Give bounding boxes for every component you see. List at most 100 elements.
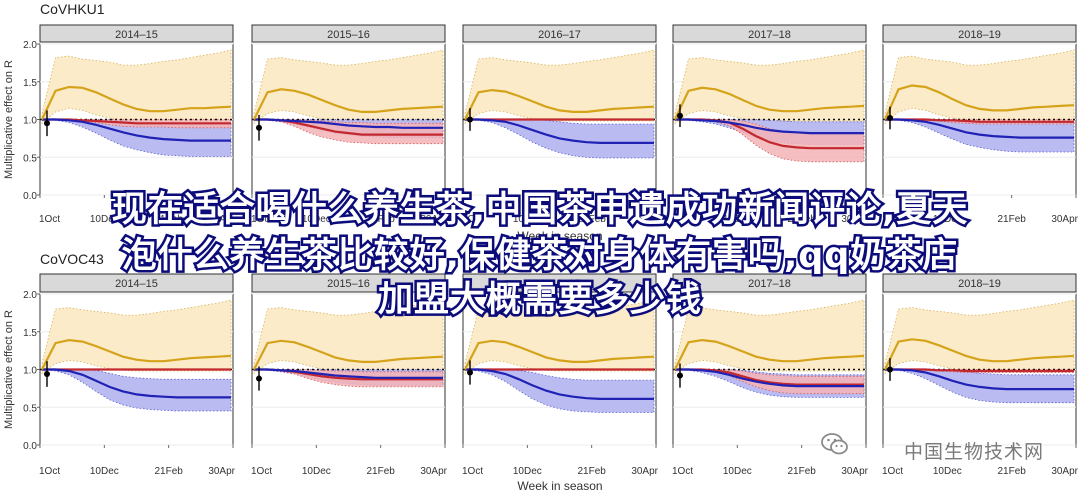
y-axis-label: Multiplicative effect on R [3, 310, 15, 429]
x-tick-label: 30Apr [631, 214, 658, 225]
climate-line [674, 86, 865, 120]
x-tick-label: 1Oct [251, 214, 272, 225]
y-tick-label: 1.0 [23, 366, 37, 377]
blue-line [42, 368, 231, 399]
panel-3: 2016–17 1Oct 10Dec 21Feb 30Apr [462, 24, 659, 225]
panel-2: 2015–16 1Oct 10Dec 21Feb 30Apr [251, 24, 448, 225]
blue-line [885, 118, 1074, 139]
first-point [887, 366, 893, 373]
panel-strip [672, 24, 867, 43]
x-tick-label: 10Dec [90, 466, 119, 477]
panel-4: 2017–18 1Oct 10Dec 21Feb 30Apr [672, 24, 869, 225]
climate-band [41, 49, 232, 125]
climate-band [41, 299, 232, 375]
x-tick-label: 21Feb [577, 214, 606, 225]
x-tick-label: 21Feb [366, 214, 395, 225]
panel-1: 2014–15 1Oct 10Dec 21Feb 30Apr [39, 24, 236, 225]
x-tick-label: 10Dec [90, 214, 119, 225]
panel-season-label: 2015–16 [327, 278, 370, 290]
x-tick-label: 1Oct [39, 214, 60, 225]
y-tick-label: 0.5 [23, 403, 37, 414]
x-tick-label: 10Dec [723, 214, 752, 225]
red-band [675, 119, 865, 163]
panel-1: 2014–15 1Oct 10Dec 21Feb 30Apr [39, 273, 236, 477]
first-point [677, 372, 683, 379]
x-tick-label: 30Apr [631, 466, 658, 477]
x-tick-label: 10Dec [513, 466, 542, 477]
y-tick-label: 0.0 [23, 441, 37, 452]
first-point [44, 120, 50, 127]
climate-line [464, 88, 655, 120]
y-axis-label: Multiplicative effect on R [3, 60, 15, 179]
climate-band [884, 299, 1075, 375]
panel-strip [251, 24, 446, 43]
blue-line [465, 368, 654, 400]
blue-band [464, 369, 655, 413]
overlay-line-3: 加盟大概需要多少钱 [375, 280, 703, 320]
climate-band [253, 49, 444, 125]
blue-line [254, 118, 443, 129]
climate-line [253, 339, 444, 371]
x-tick-label: 21Feb [577, 466, 606, 477]
blue-line [675, 118, 864, 135]
panel-strip [39, 273, 234, 293]
climate-band [253, 299, 444, 375]
x-tick-label: 30Apr [420, 466, 447, 477]
x-tick-label: 30Apr [1051, 466, 1078, 477]
first-point [44, 371, 50, 378]
x-tick-label: 21Feb [154, 214, 183, 225]
y-tick-label: 2.0 [23, 40, 37, 51]
panel-strip [251, 273, 446, 293]
panel-strip [882, 273, 1077, 293]
chart-title: CoVHKU1 [40, 1, 105, 17]
climate-band [674, 49, 865, 125]
first-point [256, 124, 262, 131]
watermark-text: 中国生物技术网 [903, 441, 1044, 463]
panel-season-label: 2014–15 [115, 29, 158, 41]
climate-line [674, 338, 865, 370]
x-tick-label: 1Oct [251, 466, 272, 477]
x-tick-label: 1Oct [672, 466, 693, 477]
panel-3: 2016–17 1Oct 10Dec 21Feb 30Apr [462, 273, 659, 477]
panel-strip [882, 24, 1077, 43]
panel-season-label: 2015–16 [327, 29, 370, 41]
climate-line [883, 84, 1075, 120]
blue-line [42, 118, 231, 142]
x-tick-label: 30Apr [420, 214, 447, 225]
red-line [885, 118, 1074, 123]
x-tick-label: 21Feb [997, 466, 1026, 477]
climate-line [41, 85, 232, 120]
blue-line [254, 368, 443, 379]
y-tick-label: 2.0 [23, 290, 37, 301]
x-tick-label: 30Apr [1051, 214, 1078, 225]
climate-line [253, 88, 444, 120]
panel-season-label: 2017–18 [748, 278, 791, 290]
panel-strip [462, 24, 657, 43]
panel-strip [462, 273, 657, 293]
x-tick-label: 21Feb [154, 466, 183, 477]
climate-band [464, 299, 655, 375]
chart-title: CoVOC43 [40, 251, 104, 267]
climate-line [884, 338, 1075, 370]
x-tick-label: 10Dec [302, 214, 331, 225]
blue-band [41, 119, 232, 157]
x-tick-label: 30Apr [208, 466, 235, 477]
blue-line [675, 368, 864, 388]
y-tick-label: 1.0 [23, 116, 37, 127]
x-tick-label: 1Oct [882, 214, 903, 225]
first-point [467, 116, 473, 123]
panel-season-label: 2018–19 [958, 29, 1001, 41]
x-tick-label: 10Dec [933, 466, 962, 477]
x-tick-label: 30Apr [841, 214, 868, 225]
overlay-line-2: 泡什么养生茶比较好,保健茶对身体有害吗,qq奶茶店 [119, 236, 960, 276]
x-tick-label: 10Dec [513, 214, 542, 225]
x-tick-label: 10Dec [302, 466, 331, 477]
x-tick-label: 1Oct [39, 466, 60, 477]
x-tick-label: 1Oct [882, 466, 903, 477]
first-point [256, 375, 262, 382]
x-tick-label: 1Oct [462, 466, 483, 477]
x-tick-label: 30Apr [208, 214, 235, 225]
climate-band [884, 49, 1075, 125]
first-point [887, 114, 893, 121]
x-axis-label: Week in season [517, 229, 602, 243]
